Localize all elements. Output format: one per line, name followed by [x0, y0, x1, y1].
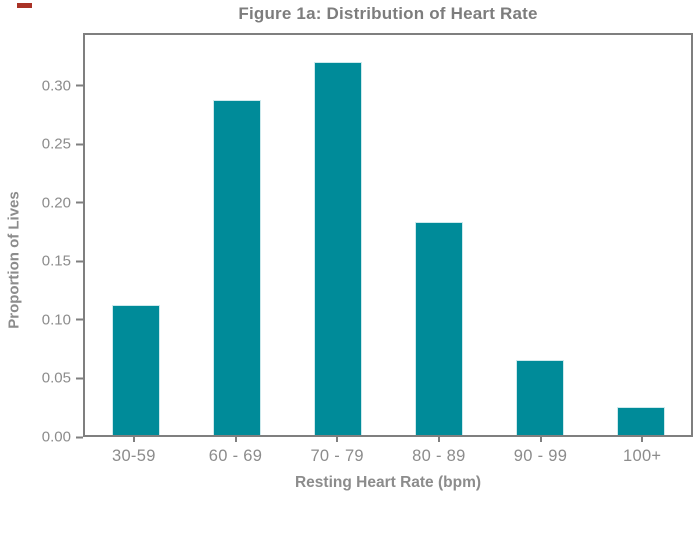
x-tick-mark — [437, 436, 440, 442]
y-tick-mark — [76, 143, 83, 146]
x-tick-label-30-59: 30-59 — [111, 447, 156, 465]
x-tick-label-70-79: 70 - 79 — [310, 447, 364, 465]
y-tick-0.05: 0.05 — [42, 370, 83, 387]
bar-70-79 — [313, 61, 362, 435]
bar-60-69 — [212, 99, 261, 435]
bar-90-99 — [515, 359, 564, 435]
x-tick-marks — [83, 436, 693, 443]
bar-100+ — [616, 407, 665, 435]
y-tick-label: 0.20 — [41, 194, 71, 212]
x-tick-mark — [539, 436, 542, 442]
y-tick-label: 0.10 — [41, 311, 71, 329]
y-tick-mark — [76, 377, 83, 380]
y-tick-mark — [76, 436, 83, 438]
y-tick-mark — [76, 84, 83, 87]
y-tick-0.00: 0.00 — [42, 429, 83, 446]
y-tick-0.20: 0.20 — [42, 194, 83, 211]
bar-30-59 — [111, 305, 160, 435]
y-tick-0.10: 0.10 — [42, 311, 83, 328]
bar-80-89 — [414, 221, 463, 435]
y-tick-0.25: 0.25 — [42, 136, 83, 153]
y-tick-label: 0.00 — [41, 428, 71, 446]
chart-title: Figure 1a: Distribution of Heart Rate — [238, 4, 538, 23]
x-tick-mark — [641, 436, 644, 442]
y-axis-ticks: 0.00 0.05 0.10 0.15 0.20 0.25 0.30 — [0, 33, 83, 446]
y-tick-label: 0.25 — [41, 135, 71, 153]
y-tick-0.15: 0.15 — [42, 253, 83, 270]
x-tick-mark — [132, 436, 135, 442]
y-tick-label: 0.05 — [41, 369, 71, 387]
y-tick-mark — [76, 260, 83, 263]
red-dash-mark — [17, 3, 32, 8]
y-tick-label: 0.15 — [41, 252, 71, 270]
x-tick-label-60-69: 60 - 69 — [208, 447, 263, 465]
x-tick-label-90-99: 90 - 99 — [513, 447, 568, 465]
x-axis-title: Resting Heart Rate (bpm) — [294, 474, 482, 491]
x-tick-label-100+: 100+ — [623, 447, 662, 465]
y-tick-0.30: 0.30 — [42, 77, 83, 94]
x-axis-labels: 30-59 60 - 69 70 - 79 80 - 89 90 - 99 100+ — [83, 447, 693, 466]
x-tick-mark — [336, 436, 339, 442]
y-tick-mark — [76, 201, 83, 204]
y-tick-mark — [76, 318, 83, 321]
y-tick-label: 0.30 — [41, 77, 71, 95]
x-tick-mark — [234, 436, 237, 442]
x-tick-label-80-89: 80 - 89 — [412, 447, 466, 465]
plot-area — [83, 33, 693, 437]
